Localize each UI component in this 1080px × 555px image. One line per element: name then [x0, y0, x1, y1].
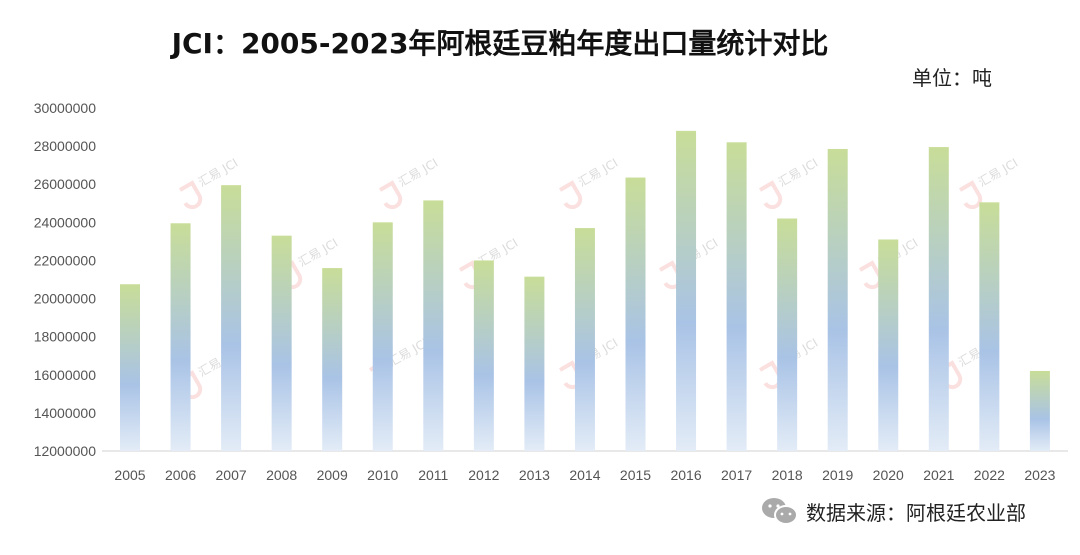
bar-2017	[726, 142, 747, 452]
svg-text:汇易 JCI: 汇易 JCI	[196, 156, 240, 190]
bar-2019	[827, 148, 848, 451]
x-tick-label: 2013	[519, 467, 550, 483]
x-tick-label: 2009	[317, 467, 348, 483]
bar-2008	[271, 235, 292, 451]
y-tick-label: 12000000	[34, 443, 97, 459]
bar-2007	[221, 185, 242, 452]
chart-title: JCI：2005-2023年阿根廷豆粕年度出口量统计对比	[171, 27, 829, 60]
x-tick-label: 2019	[822, 467, 853, 483]
watermark: 汇易 JCI	[559, 156, 620, 210]
svg-text:汇易 JCI: 汇易 JCI	[776, 156, 820, 190]
bar-2014	[574, 228, 595, 451]
unit-label: 单位：吨	[912, 66, 992, 90]
x-tick-label: 2007	[216, 467, 247, 483]
x-tick-label: 2022	[974, 467, 1005, 483]
wechat-icon	[762, 498, 798, 525]
bar-2013	[524, 276, 545, 451]
y-tick-label: 22000000	[34, 252, 97, 268]
x-tick-label: 2005	[114, 467, 145, 483]
x-tick-label: 2023	[1024, 467, 1055, 483]
svg-text:汇易 JCI: 汇易 JCI	[396, 156, 440, 190]
x-tick-label: 2021	[923, 467, 954, 483]
x-axis: 2005 2006 2007 2008 2009 2010 2011 2012 2013 2014…	[114, 467, 1055, 483]
watermark: 汇易 JCI	[759, 156, 820, 210]
y-tick-label: 20000000	[34, 291, 97, 307]
svg-text:汇易 JCI: 汇易 JCI	[976, 156, 1020, 190]
bar-2005	[120, 284, 140, 451]
x-tick-label: 2012	[468, 467, 499, 483]
x-tick-label: 2015	[620, 467, 651, 483]
source-note: 数据来源：阿根廷农业部	[760, 496, 1026, 526]
x-tick-label: 2010	[367, 467, 398, 483]
bar-2018	[777, 218, 798, 451]
watermark: 汇易 JCI	[959, 156, 1020, 210]
bar-2020	[878, 239, 899, 451]
bar-2009	[322, 268, 343, 451]
y-tick-label: 16000000	[34, 367, 97, 383]
x-tick-label: 2020	[873, 467, 904, 483]
bar-2023	[1029, 370, 1050, 451]
bar-2010	[372, 222, 393, 451]
bar-2021	[928, 147, 949, 451]
bar-2011	[423, 200, 444, 451]
source-text: 数据来源：阿根廷农业部	[806, 500, 1026, 525]
x-tick-label: 2008	[266, 467, 297, 483]
bar-2022	[979, 202, 1000, 451]
bars	[120, 130, 1050, 452]
x-tick-label: 2014	[569, 467, 600, 483]
bar-2006	[170, 223, 191, 451]
y-tick-label: 26000000	[34, 176, 97, 192]
bar-2012	[473, 260, 494, 451]
svg-text:汇易 JCI: 汇易 JCI	[576, 156, 620, 190]
y-tick-label: 18000000	[34, 329, 97, 345]
x-tick-label: 2017	[721, 467, 752, 483]
y-tick-label: 24000000	[34, 214, 97, 230]
svg-text:汇易 JCI: 汇易 JCI	[296, 236, 340, 270]
x-tick-label: 2006	[165, 467, 196, 483]
x-tick-label: 2011	[418, 467, 448, 483]
x-tick-label: 2016	[670, 467, 701, 483]
y-tick-label: 14000000	[34, 405, 97, 421]
y-tick-label: 30000000	[34, 100, 97, 116]
x-tick-label: 2018	[772, 467, 803, 483]
y-axis: 12000000 14000000 16000000 18000000 20000000…	[34, 100, 97, 459]
bar-2015	[625, 177, 646, 451]
bar-2016	[676, 130, 697, 451]
y-tick-label: 28000000	[34, 138, 97, 154]
